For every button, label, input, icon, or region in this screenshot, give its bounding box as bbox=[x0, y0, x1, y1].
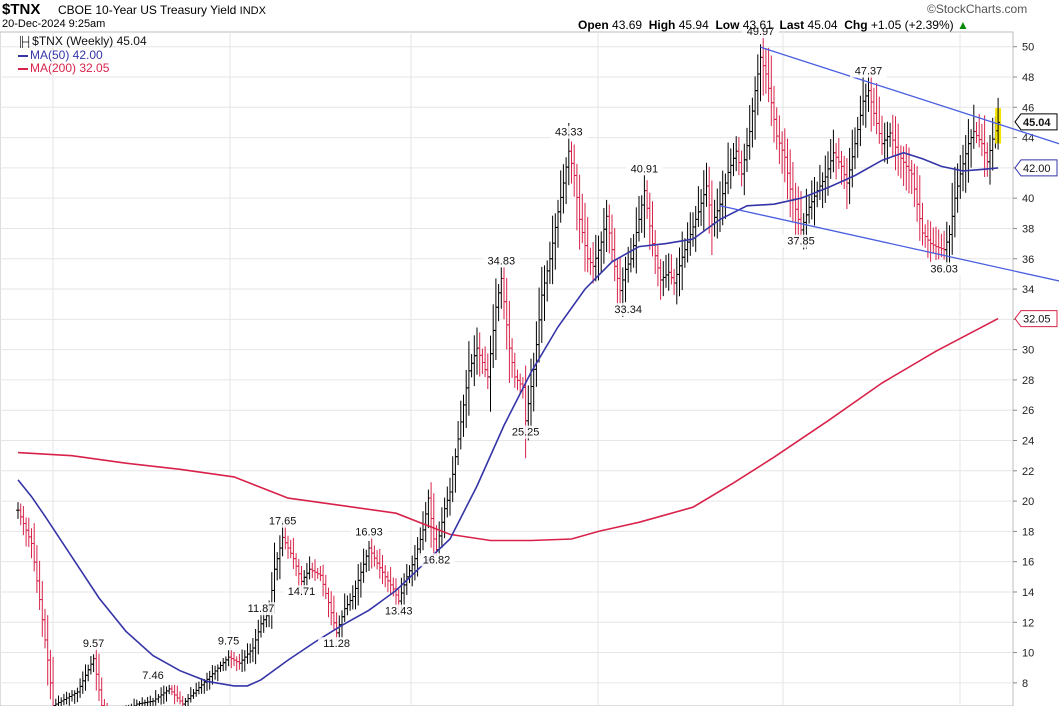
plot-area bbox=[0, 31, 1014, 706]
price-label-bg bbox=[925, 262, 963, 276]
ma50-line bbox=[17, 151, 999, 687]
value-tag bbox=[1014, 159, 1058, 177]
price-label: 49.97 bbox=[747, 26, 775, 38]
y-tick-label: 24 bbox=[1022, 436, 1034, 448]
value-tag-label: 42.00 bbox=[1023, 163, 1051, 175]
y-tick-label: 36 bbox=[1022, 254, 1034, 266]
y-tick-label: 12 bbox=[1022, 617, 1034, 629]
chg-label: Chg bbox=[844, 18, 868, 32]
price-label: 33.34 bbox=[614, 304, 642, 316]
price-label: 40.91 bbox=[631, 163, 659, 175]
price-label: 13.43 bbox=[385, 606, 413, 618]
low-value: 43.61 bbox=[742, 18, 773, 32]
price-label-bg bbox=[283, 585, 320, 599]
y-tick-label: 20 bbox=[1022, 496, 1034, 508]
up-arrow-icon: ▲ bbox=[956, 18, 969, 32]
price-label: 9.57 bbox=[83, 638, 104, 650]
price-label-bg bbox=[482, 254, 520, 268]
chart-date: 20-Dec-2024 9:25am bbox=[2, 18, 106, 30]
price-label: 43.33 bbox=[555, 127, 583, 139]
price-label-bg bbox=[625, 162, 663, 176]
high-value: 45.94 bbox=[678, 18, 709, 32]
legend-ma50-label: MA(50) 42.00 bbox=[30, 48, 103, 62]
lower-trendline bbox=[719, 205, 1059, 282]
price-label: 34.83 bbox=[488, 255, 516, 267]
last-value: 45.04 bbox=[807, 18, 838, 32]
chg-value: +1.05 (+2.39%) bbox=[870, 18, 954, 32]
legend-price: ╟┤$TNX (Weekly) 45.04 bbox=[18, 35, 147, 49]
price-label-bg bbox=[213, 634, 244, 648]
price-label: 11.28 bbox=[323, 638, 350, 650]
last-label: Last bbox=[779, 18, 805, 32]
price-label-bg bbox=[418, 553, 455, 567]
legend-ma50: MA(50) 42.00 bbox=[18, 49, 147, 62]
value-tag bbox=[1014, 113, 1058, 131]
price-label-bg bbox=[242, 602, 280, 616]
y-tick-label: 22 bbox=[1022, 466, 1034, 478]
ma50-swatch bbox=[18, 54, 28, 57]
y-tick-label: 50 bbox=[1022, 42, 1034, 54]
price-label-bg bbox=[507, 425, 545, 439]
chart-symbol: $TNX bbox=[2, 1, 41, 18]
price-label-bg bbox=[380, 604, 418, 618]
legend-ma200: MA(200) 32.05 bbox=[18, 62, 147, 75]
price-label: 7.46 bbox=[142, 670, 163, 682]
price-label-bg bbox=[782, 234, 820, 248]
price-label: 36.03 bbox=[930, 263, 958, 275]
price-label: 37.85 bbox=[787, 236, 815, 248]
legend-price-label: $TNX (Weekly) 45.04 bbox=[32, 34, 147, 48]
price-label-bg bbox=[742, 25, 779, 39]
ohlc-bar-icon: ╟┤ bbox=[18, 37, 33, 48]
price-label-bg bbox=[350, 525, 388, 539]
price-label: 11.87 bbox=[248, 603, 275, 615]
price-label-bg bbox=[264, 514, 302, 528]
y-tick-label: 44 bbox=[1022, 133, 1034, 145]
value-tag-label: 32.05 bbox=[1023, 314, 1051, 326]
ma200-swatch bbox=[18, 67, 28, 70]
chart-legend: ╟┤$TNX (Weekly) 45.04 MA(50) 42.00 MA(20… bbox=[18, 35, 147, 75]
price-label: 9.75 bbox=[218, 635, 239, 647]
y-tick-label: 16 bbox=[1022, 557, 1034, 569]
price-label-bg bbox=[318, 637, 356, 651]
y-tick-label: 28 bbox=[1022, 375, 1034, 387]
y-tick-label: 34 bbox=[1022, 284, 1034, 296]
price-label: 25.25 bbox=[512, 427, 540, 439]
price-label: 16.93 bbox=[355, 527, 383, 539]
ma200-line bbox=[17, 317, 999, 542]
y-tick-label: 46 bbox=[1022, 102, 1034, 114]
watermark: ©StockCharts.com bbox=[927, 2, 1028, 16]
y-tick-label: 14 bbox=[1022, 587, 1034, 599]
price-label: 16.82 bbox=[423, 554, 451, 566]
open-label: Open bbox=[578, 18, 609, 32]
low-label: Low bbox=[715, 18, 740, 32]
y-tick-label: 26 bbox=[1022, 405, 1034, 417]
y-tick-label: 10 bbox=[1022, 648, 1034, 660]
y-tick-label: 48 bbox=[1022, 72, 1034, 84]
price-label-bg bbox=[850, 64, 887, 78]
exchange-code: INDX bbox=[239, 5, 266, 17]
price-label: 17.65 bbox=[269, 516, 297, 528]
ohlc-readout: Open 43.69 High 45.94 Low 43.61 Last 45.… bbox=[578, 18, 969, 32]
price-label-bg bbox=[78, 637, 109, 651]
price-label: 14.71 bbox=[288, 586, 316, 598]
y-tick-label: 30 bbox=[1022, 345, 1034, 357]
chart-title: CBOE 10-Year US Treasury Yield INDX bbox=[58, 3, 266, 17]
value-tag bbox=[1014, 310, 1058, 328]
price-label-bg bbox=[137, 669, 169, 683]
y-tick-label: 18 bbox=[1022, 526, 1034, 538]
price-label: 47.37 bbox=[855, 66, 883, 78]
value-tag-label: 45.04 bbox=[1023, 117, 1051, 129]
y-tick-label: 8 bbox=[1022, 678, 1028, 690]
security-name: CBOE 10-Year US Treasury Yield bbox=[58, 3, 237, 17]
y-tick-label: 38 bbox=[1022, 223, 1034, 235]
price-label-bg bbox=[550, 125, 588, 139]
price-label-bg bbox=[609, 303, 647, 317]
y-tick-label: 40 bbox=[1022, 193, 1034, 205]
upper-trendline bbox=[760, 46, 1059, 145]
legend-ma200-label: MA(200) 32.05 bbox=[30, 61, 110, 75]
high-label: High bbox=[648, 18, 676, 32]
open-value: 43.69 bbox=[612, 18, 643, 32]
